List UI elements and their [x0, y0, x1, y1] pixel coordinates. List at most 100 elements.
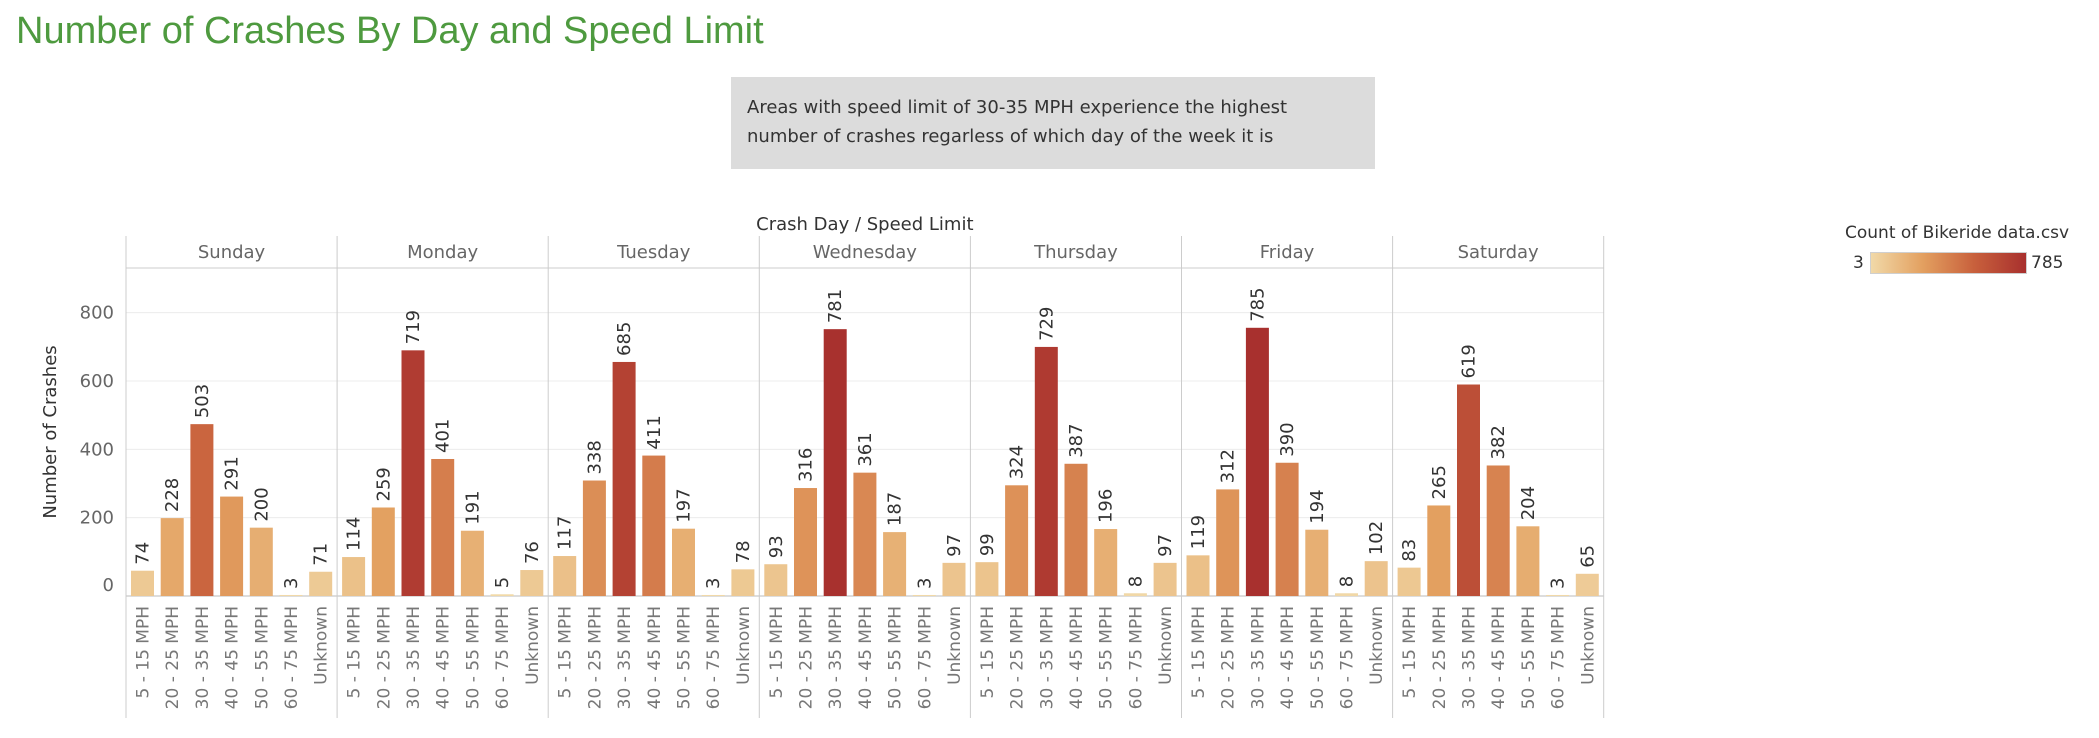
bar	[249, 527, 273, 596]
x-tick-label: 60 - 75 MPH	[493, 606, 513, 709]
data-label: 65	[1577, 545, 1598, 568]
bar	[701, 594, 725, 596]
data-label: 729	[1036, 307, 1057, 341]
x-tick-label: 20 - 25 MPH	[585, 606, 605, 709]
data-label: 191	[462, 490, 483, 524]
data-label: 228	[162, 478, 183, 512]
x-tick-label: 40 - 45 MPH	[1489, 606, 1509, 709]
data-label: 5	[492, 577, 513, 588]
bar	[342, 557, 366, 596]
data-label: 3	[703, 578, 724, 589]
x-tick-label: 50 - 55 MPH	[675, 606, 695, 709]
bar	[1153, 562, 1177, 596]
legend-title: Count of Bikeride data.csv	[1845, 223, 2070, 243]
x-tick-label: 60 - 75 MPH	[704, 606, 724, 709]
bar	[520, 570, 544, 596]
x-tick-label: 60 - 75 MPH	[282, 606, 302, 709]
data-label: 3	[281, 578, 302, 589]
data-label: 117	[555, 516, 576, 550]
column-header: Crash Day / Speed Limit	[756, 214, 973, 235]
x-tick-label: 50 - 55 MPH	[463, 606, 483, 709]
data-label: 781	[825, 289, 846, 323]
bar	[279, 594, 303, 596]
data-label: 411	[644, 415, 665, 449]
x-tick-label: 50 - 55 MPH	[1097, 606, 1117, 709]
x-tick-label: 20 - 25 MPH	[1430, 606, 1450, 709]
bar	[975, 562, 999, 596]
page-title: Number of Crashes By Day and Speed Limit	[16, 10, 764, 52]
bar	[582, 480, 606, 596]
data-label: 291	[222, 456, 243, 490]
y-tick-label: 800	[80, 303, 114, 324]
x-tick-label: 50 - 55 MPH	[1308, 606, 1328, 709]
bar	[823, 329, 847, 596]
data-label: 196	[1096, 489, 1117, 523]
data-label: 97	[1155, 534, 1176, 557]
x-tick-label: Unknown	[312, 606, 332, 685]
bar	[1275, 462, 1299, 596]
data-label: 187	[885, 492, 906, 526]
annotation-box: Areas with speed limit of 30-35 MPH expe…	[731, 77, 1375, 169]
y-tick-label: 200	[80, 508, 114, 529]
y-tick-label: 400	[80, 439, 114, 460]
x-tick-label: 20 - 25 MPH	[1008, 606, 1028, 709]
data-label: 114	[344, 517, 365, 551]
data-label: 324	[1007, 445, 1028, 479]
bar	[1123, 593, 1147, 596]
x-tick-label: 30 - 35 MPH	[826, 606, 846, 709]
bar	[1216, 489, 1240, 596]
data-label: 785	[1247, 287, 1268, 321]
bar	[1034, 346, 1058, 596]
day-header-sunday: Sunday	[198, 242, 266, 263]
day-header-friday: Friday	[1260, 242, 1315, 263]
day-header-wednesday: Wednesday	[813, 242, 918, 263]
bar	[883, 532, 907, 596]
x-tick-label: Unknown	[734, 606, 754, 685]
bar	[1186, 555, 1210, 596]
day-header-tuesday: Tuesday	[616, 242, 691, 263]
data-label: 685	[614, 322, 635, 356]
x-tick-label: 5 - 15 MPH	[1400, 606, 1420, 699]
color-legend: Count of Bikeride data.csv 3 785	[1845, 223, 2090, 283]
data-label: 503	[192, 384, 213, 418]
x-tick-label: 5 - 15 MPH	[978, 606, 998, 699]
data-label: 102	[1366, 521, 1387, 555]
data-label: 74	[133, 542, 154, 565]
bar	[1064, 463, 1088, 596]
bar	[912, 594, 936, 596]
bar	[490, 594, 514, 596]
bar	[220, 496, 244, 596]
data-label: 390	[1277, 422, 1298, 456]
bar	[309, 571, 333, 596]
x-tick-label: 50 - 55 MPH	[252, 606, 272, 709]
x-tick-label: 30 - 35 MPH	[1248, 606, 1268, 709]
x-tick-label: 60 - 75 MPH	[1338, 606, 1358, 709]
y-axis-label: Number of Crashes	[40, 345, 61, 518]
bar	[1005, 485, 1029, 596]
bar	[942, 562, 966, 596]
bar	[1546, 594, 1570, 596]
bar	[1364, 561, 1388, 596]
bar	[1457, 384, 1480, 596]
data-label: 204	[1518, 486, 1539, 520]
bar	[1486, 465, 1510, 596]
legend-gradient	[1870, 252, 2027, 274]
data-label: 200	[251, 487, 272, 521]
bar	[401, 350, 425, 596]
x-tick-label: 20 - 25 MPH	[163, 606, 183, 709]
x-tick-label: 60 - 75 MPH	[1549, 606, 1569, 709]
data-label: 93	[766, 535, 787, 558]
bar	[371, 507, 395, 596]
x-tick-label: 5 - 15 MPH	[1189, 606, 1209, 699]
data-label: 194	[1307, 489, 1328, 523]
x-tick-label: 5 - 15 MPH	[134, 606, 154, 699]
data-label: 8	[1125, 576, 1146, 587]
x-tick-label: 60 - 75 MPH	[1126, 606, 1146, 709]
legend-min: 3	[1853, 253, 1864, 273]
data-label: 265	[1429, 465, 1450, 499]
data-label: 83	[1399, 539, 1420, 562]
x-tick-label: Unknown	[1578, 606, 1598, 685]
x-tick-label: 50 - 55 MPH	[886, 606, 906, 709]
bar	[1575, 573, 1599, 596]
